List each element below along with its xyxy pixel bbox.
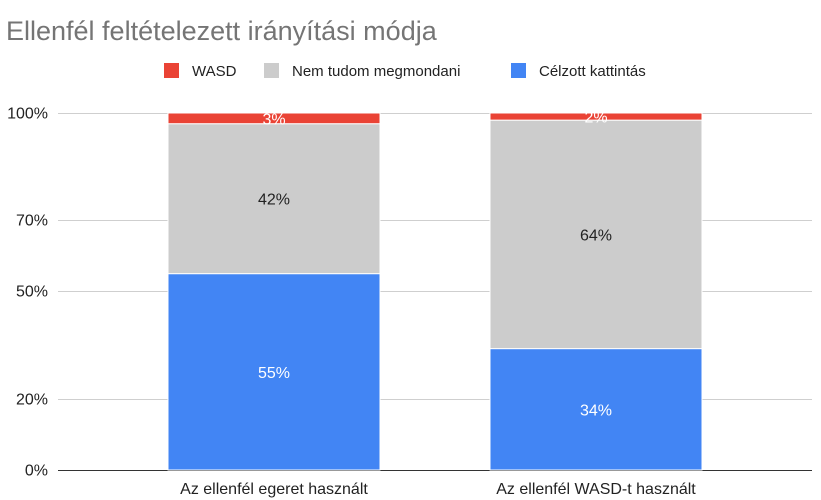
bar-segment bbox=[167, 123, 381, 275]
legend-label: WASD bbox=[192, 63, 237, 80]
data-label: 42% bbox=[258, 192, 290, 209]
x-axis-categories: Az ellenfél egeret használt Az ellenfél W… bbox=[180, 481, 696, 498]
bars: 55% 42% 3% 34% 64% 2% bbox=[167, 110, 703, 471]
data-label: 3% bbox=[262, 111, 285, 128]
bar-segment bbox=[489, 119, 703, 350]
data-label: 2% bbox=[584, 110, 607, 127]
legend-label: Nem tudom megmondani bbox=[292, 63, 460, 80]
legend: WASD Nem tudom megmondani Célzott kattintá… bbox=[164, 63, 646, 80]
y-tick-label: 0% bbox=[25, 463, 48, 480]
data-label: 64% bbox=[580, 227, 612, 244]
legend-swatch bbox=[264, 63, 279, 78]
y-axis-ticks: 0% 20% 50% 70% 100% bbox=[7, 106, 48, 480]
x-category-label: Az ellenfél egeret használt bbox=[180, 481, 368, 498]
bar-segment bbox=[489, 112, 703, 121]
bar-segment bbox=[489, 348, 703, 471]
legend-swatch bbox=[511, 63, 526, 78]
legend-swatch bbox=[164, 63, 179, 78]
y-tick-label: 100% bbox=[7, 106, 48, 123]
y-tick-label: 70% bbox=[16, 213, 48, 230]
legend-label: Célzott kattintás bbox=[539, 63, 646, 80]
y-tick-label: 50% bbox=[16, 284, 48, 301]
bar-segment bbox=[167, 273, 381, 471]
x-category-label: Az ellenfél WASD-t használt bbox=[496, 481, 696, 498]
chart-title: Ellenfél feltételezett irányítási módja bbox=[6, 16, 438, 46]
bar-segment bbox=[167, 112, 381, 125]
data-label: 34% bbox=[580, 402, 612, 419]
y-tick-label: 20% bbox=[16, 392, 48, 409]
data-label: 55% bbox=[258, 365, 290, 382]
